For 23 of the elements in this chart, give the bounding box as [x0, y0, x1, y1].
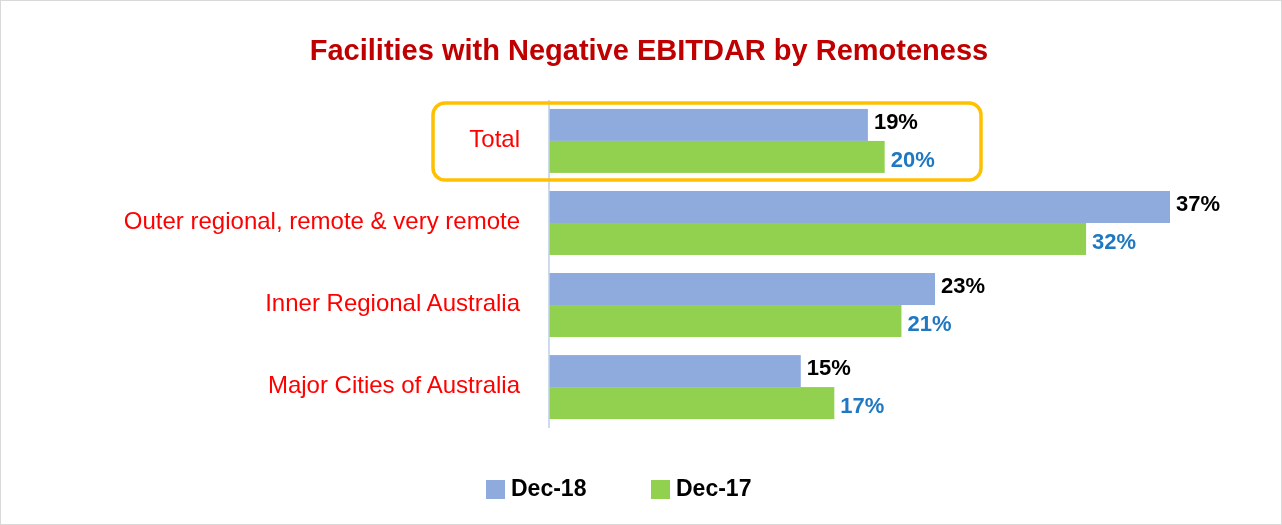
bar: [549, 108, 868, 141]
legend-label: Dec-17: [676, 475, 752, 502]
bar: [549, 387, 835, 420]
bar: [549, 273, 936, 306]
y-tick-label: Outer regional, remote & very remote: [123, 207, 520, 235]
bar: [549, 222, 1087, 255]
bar: [549, 140, 885, 173]
y-tick-label: Inner Regional Australia: [265, 289, 521, 317]
data-label: 19%: [873, 108, 918, 134]
data-label: 37%: [1176, 190, 1221, 216]
data-label: 23%: [941, 272, 986, 298]
data-label: 20%: [890, 146, 935, 172]
data-label: 21%: [907, 310, 952, 336]
data-label: 15%: [806, 354, 851, 380]
y-tick-label: Total: [469, 125, 520, 153]
legend-label: Dec-18: [511, 475, 587, 502]
data-label: 32%: [1092, 228, 1137, 254]
bar: [549, 305, 902, 338]
bar: [549, 190, 1170, 223]
chart-title: Facilities with Negative EBITDAR by Remoteness: [309, 34, 989, 66]
y-tick-label: Major Cities of Australia: [267, 371, 521, 399]
bar: [549, 355, 801, 388]
data-label: 17%: [840, 392, 885, 418]
